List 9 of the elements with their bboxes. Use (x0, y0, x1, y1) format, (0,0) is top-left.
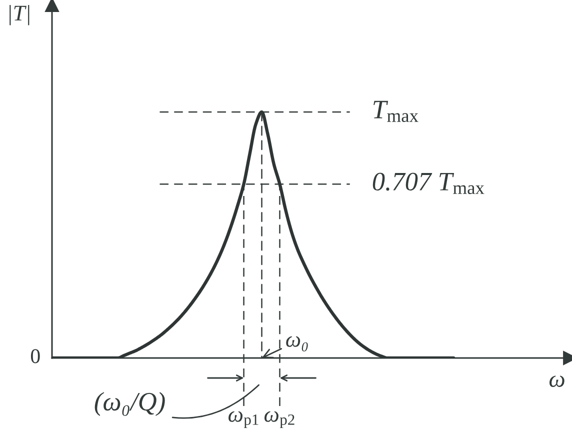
text: 0 (30, 349, 40, 364)
x-tick-label: ω$_{p2}$ (264, 411, 294, 428)
x-axis-title: ω (550, 376, 564, 387)
ref-line-label: 0.707 T$_{max}$ (372, 172, 484, 194)
ref-line-label: T$_{max}$ (374, 100, 418, 122)
annotation: ω₀ (286, 336, 308, 352)
x-tick-label: ω$_{p1}$ (228, 411, 258, 428)
text: (ω₀/Q) (94, 392, 165, 416)
y-axis-title: |T| (10, 5, 30, 26)
